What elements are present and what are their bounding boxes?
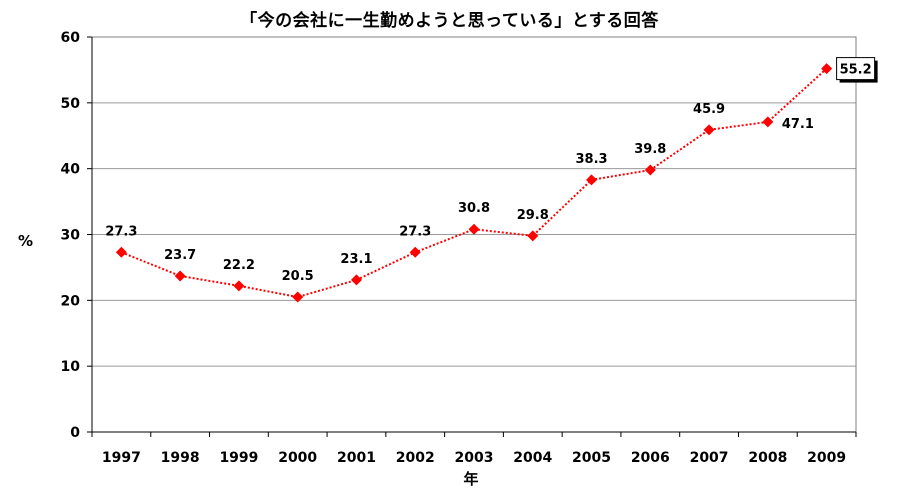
data-label: 29.8 <box>517 208 549 223</box>
y-tick-label: 50 <box>61 96 81 112</box>
y-tick-label: 0 <box>70 425 80 441</box>
data-label: 27.3 <box>399 224 431 239</box>
data-point-marker <box>468 223 480 235</box>
y-tick-label: 20 <box>61 293 81 309</box>
data-point-marker <box>644 164 656 176</box>
data-point-marker <box>762 116 774 128</box>
x-tick-labels: 1997 1998 1999 2000 2001 2002 2003 2004 2005 2006… <box>102 450 846 466</box>
data-point-marker <box>174 270 186 282</box>
x-tick-label: 1998 <box>161 450 200 466</box>
data-label: 55.2 <box>840 63 872 78</box>
data-point-marker <box>409 246 421 258</box>
series-markers <box>115 63 833 303</box>
x-axis-label: 年 <box>463 470 479 488</box>
y-tick-label: 10 <box>61 359 81 375</box>
y-tick-label: 60 <box>61 30 81 46</box>
x-tick-label: 2000 <box>278 450 317 466</box>
x-tick-label: 2002 <box>396 450 435 466</box>
data-label: 27.3 <box>105 224 137 239</box>
axes <box>87 36 857 437</box>
x-tick-label: 2008 <box>748 450 787 466</box>
x-tick-label: 2005 <box>572 450 611 466</box>
data-label: 45.9 <box>693 102 725 117</box>
data-label: 23.1 <box>340 252 372 267</box>
data-label: 20.5 <box>282 269 314 284</box>
data-point-marker <box>115 246 127 258</box>
data-label: 47.1 <box>782 117 814 132</box>
x-tick-label: 2004 <box>513 450 552 466</box>
data-label: 30.8 <box>458 201 490 216</box>
x-tick-label: 2007 <box>690 450 729 466</box>
x-tick-label: 2001 <box>337 450 376 466</box>
x-tick-label: 2003 <box>455 450 494 466</box>
y-axis-label: % <box>18 232 34 250</box>
x-tick-label: 1999 <box>219 450 258 466</box>
x-tick-label: 2006 <box>631 450 670 466</box>
data-label: 23.7 <box>164 248 196 263</box>
data-label: 39.8 <box>634 142 666 157</box>
data-point-marker <box>350 274 362 286</box>
data-point-marker <box>527 230 539 242</box>
data-point-marker <box>821 63 833 75</box>
y-tick-label: 40 <box>61 162 81 178</box>
data-point-marker <box>703 124 715 136</box>
data-point-marker <box>292 291 304 303</box>
y-tick-label: 30 <box>61 228 81 244</box>
data-label-box <box>836 57 876 81</box>
x-tick-label: 2009 <box>807 450 846 466</box>
data-labels: 27.3 23.7 22.2 20.5 23.1 27.3 30.8 29.8 38.3 39.8… <box>105 57 878 284</box>
chart-title: 「今の会社に一生勤めようと思っている」とする回答 <box>240 11 659 31</box>
x-tick-label: 1997 <box>102 450 141 466</box>
data-label: 22.2 <box>223 258 255 273</box>
y-tick-labels: 0 10 20 30 40 50 60 <box>61 30 81 441</box>
data-label: 38.3 <box>575 152 607 167</box>
data-point-marker <box>586 174 598 186</box>
data-point-marker <box>233 280 245 292</box>
